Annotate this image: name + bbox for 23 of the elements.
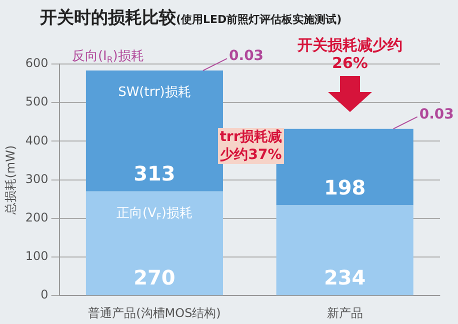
- chart-title: 开关时的损耗比较: [40, 8, 176, 28]
- data-label: 0.03: [229, 48, 264, 64]
- data-label: 198: [324, 175, 366, 200]
- y-tick-label: 200: [25, 210, 48, 225]
- x-tick-label: 新产品: [326, 306, 363, 320]
- y-axis-title: 总损耗(mW): [3, 145, 18, 216]
- chart-subtitle: (使用LED前照灯评估板实施测试): [176, 13, 342, 26]
- annotation: trr损耗减少约37%: [218, 128, 284, 164]
- y-tick-label: 300: [25, 172, 48, 186]
- bar: [86, 191, 224, 296]
- y-tick-label: 0: [40, 288, 48, 302]
- y-tick-label: 400: [25, 133, 48, 148]
- series-label: SW(trr)损耗: [118, 84, 191, 100]
- x-tick-label: 普通产品(沟槽MOS结构): [88, 306, 221, 320]
- y-tick-label: 500: [25, 94, 48, 109]
- bar: [276, 205, 414, 296]
- data-label: 270: [134, 265, 176, 290]
- y-tick-label: 600: [25, 56, 48, 70]
- data-label: 313: [134, 162, 176, 186]
- y-tick-label: 100: [25, 249, 48, 264]
- data-label: 0.03: [419, 106, 454, 122]
- annotation: 开关损耗减少约26%: [296, 36, 404, 72]
- data-label: 234: [324, 265, 366, 290]
